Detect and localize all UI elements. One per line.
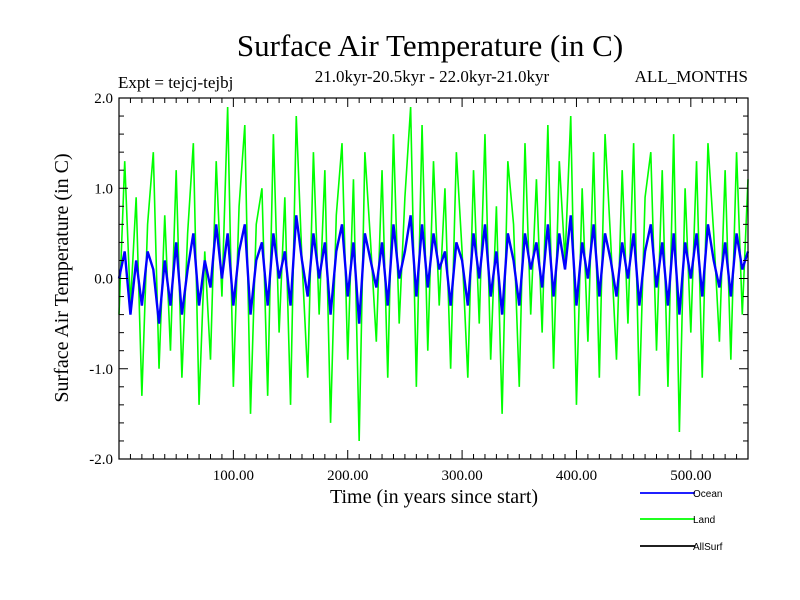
- y-axis-label: Surface Air Temperature (in C): [51, 153, 73, 402]
- x-tick-label: 200.00: [327, 468, 368, 484]
- legend: Ocean Land AllSurf: [640, 489, 723, 553]
- chart-title: Surface Air Temperature (in C): [237, 28, 623, 63]
- x-tick-label: 500.00: [670, 468, 711, 484]
- legend-label-allsurf: AllSurf: [693, 542, 723, 553]
- series-line-land: [118, 106, 749, 441]
- y-tick-label: 0.0: [94, 272, 113, 288]
- series-line-ocean: [117, 215, 750, 324]
- x-tick-label: 300.00: [441, 468, 482, 484]
- ticks-layer: 100.00 200.00 300.00 400.00 500.00 -2.0 -1.0 0.…: [89, 91, 748, 484]
- x-tick-label: 400.00: [556, 468, 597, 484]
- x-tick-label: 100.00: [213, 468, 254, 484]
- x-axis-label: Time (in years since start): [330, 486, 538, 508]
- series-layer: [117, 106, 750, 441]
- legend-label-ocean: Ocean: [693, 489, 722, 500]
- y-tick-label: 1.0: [94, 181, 113, 197]
- experiment-label: Expt = tejcj-tejbj: [118, 73, 233, 92]
- period-subtitle: 21.0kyr-20.5kyr - 22.0kyr-21.0kyr: [315, 67, 550, 86]
- y-tick-label: 2.0: [94, 91, 113, 107]
- legend-label-land: Land: [693, 515, 715, 526]
- y-tick-label: -1.0: [89, 362, 113, 378]
- months-label: ALL_MONTHS: [635, 67, 748, 86]
- y-tick-label: -2.0: [89, 452, 113, 468]
